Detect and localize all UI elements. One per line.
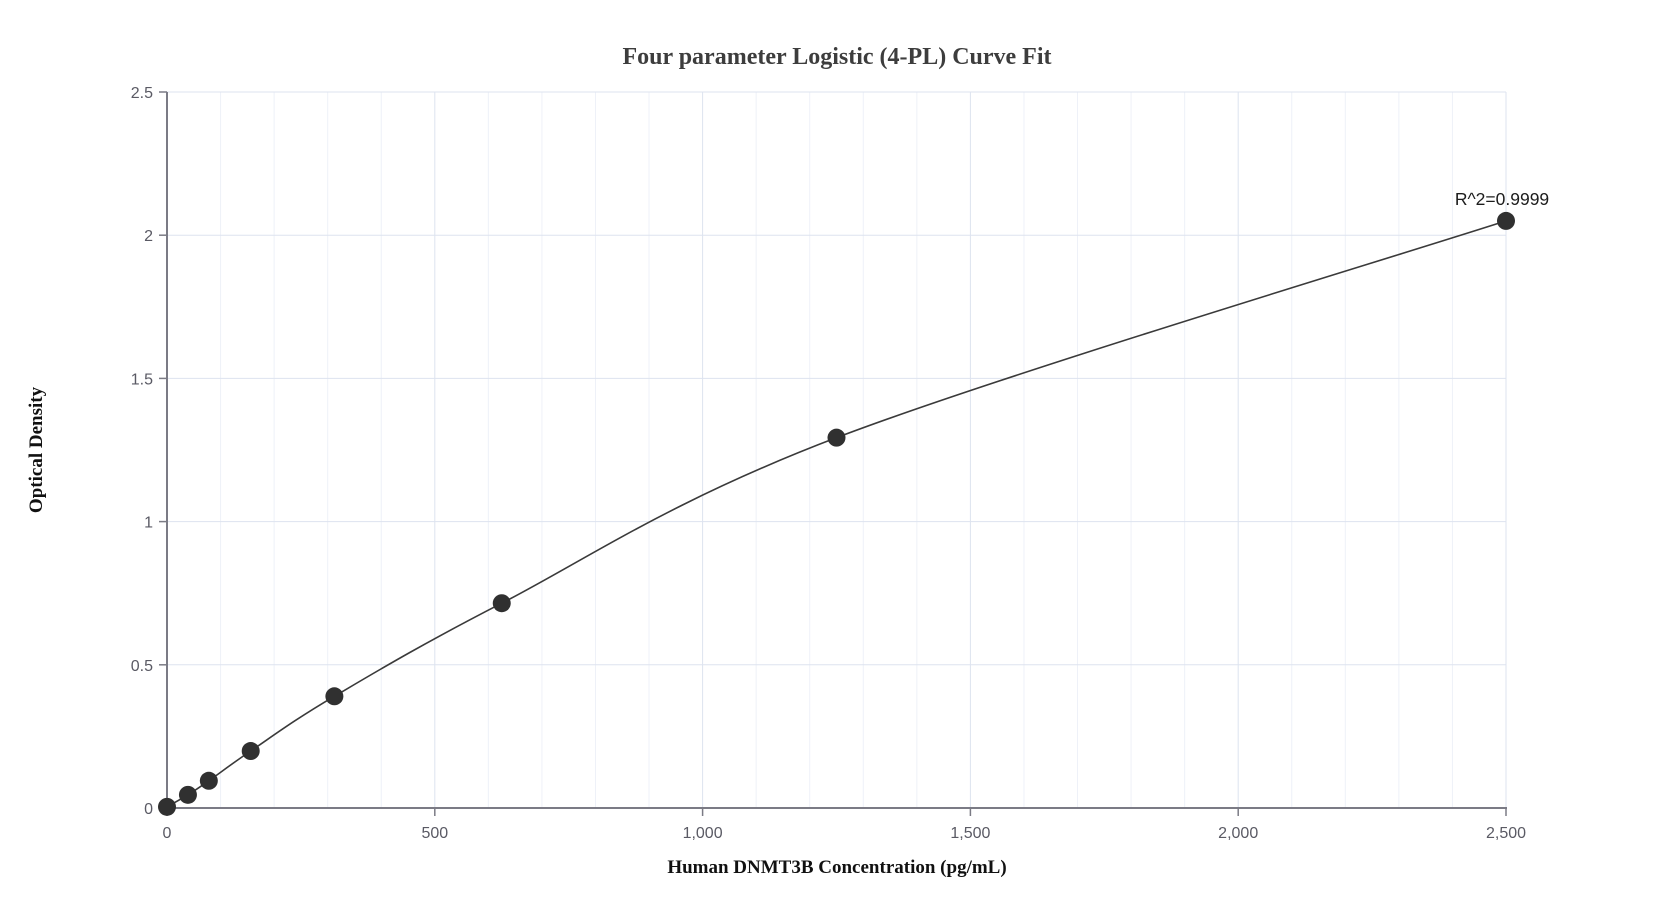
x-axis-label: Human DNMT3B Concentration (pg/mL) [667, 857, 1006, 878]
r-squared-annotation: R^2=0.9999 [1455, 189, 1549, 209]
x-tick-label: 2,500 [1486, 825, 1526, 842]
data-point [492, 594, 511, 613]
x-tick-label: 1,500 [950, 825, 990, 842]
y-tick-label: 0.5 [131, 658, 153, 675]
x-tick-label: 1,000 [683, 825, 723, 842]
y-tick-label: 0 [144, 801, 153, 818]
x-tick-label: 2,000 [1218, 825, 1258, 842]
y-tick-label: 1.5 [131, 371, 153, 388]
data-point [199, 771, 218, 790]
y-tick-label: 1 [144, 515, 153, 532]
axes [166, 92, 1507, 809]
x-tick-label: 0 [163, 825, 172, 842]
chart-title: Four parameter Logistic (4-PL) Curve Fit [622, 44, 1051, 70]
data-point [827, 428, 846, 447]
x-tick-label: 500 [421, 825, 448, 842]
gridlines [167, 91, 1507, 808]
data-points [158, 211, 1515, 816]
fit-curve-line [166, 220, 1507, 808]
y-axis-label: Optical Density [26, 386, 47, 513]
data-point [325, 687, 344, 706]
data-point [158, 797, 176, 816]
y-tick-label: 2.5 [131, 85, 153, 102]
data-point [178, 785, 197, 804]
data-point [241, 742, 260, 761]
data-point [1497, 211, 1515, 230]
y-tick-label: 2 [144, 228, 153, 245]
tick-marks-and-labels: 0 500 1,000 1,500 2,000 2,500 0 0.5 1 1.5 2 2.5 [131, 85, 1526, 842]
